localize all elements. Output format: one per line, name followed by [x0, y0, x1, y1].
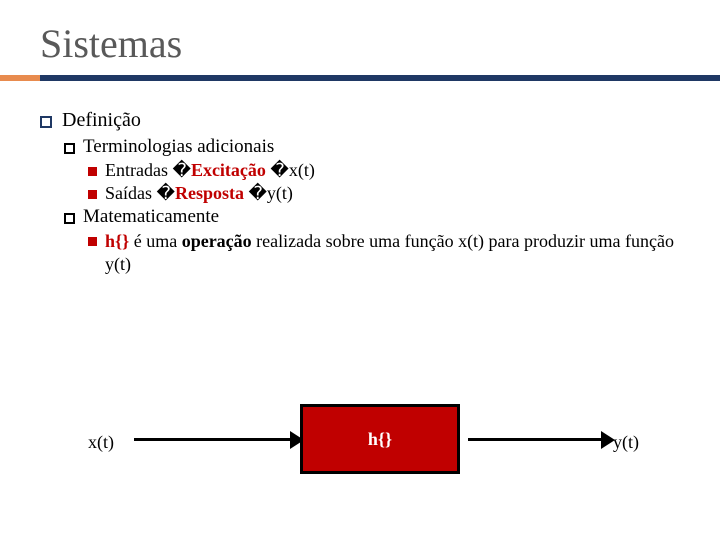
filled-square-bullet-icon — [88, 167, 97, 176]
text-fragment: Saídas � — [105, 183, 175, 203]
accent-right — [40, 75, 720, 81]
input-label: x(t) — [88, 432, 114, 453]
level2-text: Matematicamente — [83, 206, 219, 228]
block-diagram: x(t) h{} y(t) — [0, 400, 720, 500]
hollow-square-bullet-icon — [64, 143, 75, 154]
level3-text: h{} é uma operação realizada sobre uma f… — [105, 230, 680, 277]
level1-text: Definição — [62, 109, 141, 132]
filled-square-bullet-icon — [88, 190, 97, 199]
system-box-label: h{} — [368, 429, 392, 450]
content-area: Definição Terminologias adicionais Entra… — [0, 81, 720, 277]
level2-text: Terminologias adicionais — [83, 136, 274, 158]
text-fragment: Entradas � — [105, 160, 191, 180]
bold-term: operação — [182, 231, 252, 251]
level3-item: h{} é uma operação realizada sobre uma f… — [88, 230, 680, 277]
level1-item: Definição — [40, 109, 680, 132]
level3-text: Entradas �Excitação �x(t) — [105, 160, 315, 181]
hollow-square-bullet-icon — [40, 116, 52, 128]
hollow-square-bullet-icon — [64, 213, 75, 224]
arrow-line — [134, 438, 292, 441]
text-fragment: é uma — [129, 231, 181, 251]
bold-term: h{} — [105, 231, 129, 251]
slide-title: Sistemas — [0, 0, 720, 75]
level2-item: Matematicamente — [64, 206, 680, 228]
output-label: y(t) — [613, 432, 639, 453]
system-box: h{} — [300, 404, 460, 474]
accent-bar — [0, 75, 720, 81]
level3-text: Saídas �Resposta �y(t) — [105, 183, 293, 204]
level2-item: Terminologias adicionais — [64, 136, 680, 158]
level3-item: Entradas �Excitação �x(t) — [88, 160, 680, 181]
arrow-line — [468, 438, 603, 441]
text-fragment: �y(t) — [244, 183, 293, 203]
filled-square-bullet-icon — [88, 237, 97, 246]
level3-item: Saídas �Resposta �y(t) — [88, 183, 680, 204]
bold-term: Excitação — [191, 160, 266, 180]
bold-term: Resposta — [175, 183, 244, 203]
accent-left — [0, 75, 40, 81]
text-fragment: �x(t) — [266, 160, 315, 180]
